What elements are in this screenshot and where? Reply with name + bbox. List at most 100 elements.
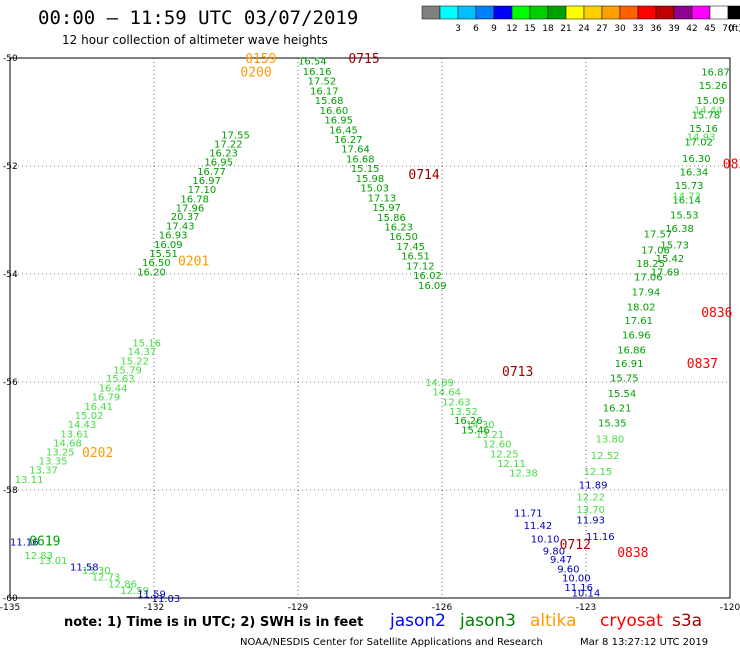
legend-swatch: [421, 5, 441, 20]
wave-height-value: 17.64: [341, 145, 370, 156]
pass-time-label: 0836: [723, 157, 740, 172]
credit-line: NOAA/NESDIS Center for Satellite Applica…: [240, 637, 543, 648]
wave-height-value: 13.61: [60, 429, 89, 440]
wave-height-value: 16.02: [413, 271, 442, 282]
wave-height-value: 15.53: [670, 211, 699, 222]
wave-height-value: 12.52: [591, 451, 620, 462]
wave-height-value: 9.80: [543, 546, 565, 557]
wave-height-value: 16.93: [159, 231, 188, 242]
legend-label: 30: [614, 24, 626, 34]
pass-time-label: 0200: [240, 66, 271, 81]
legend-swatch: [475, 5, 495, 20]
legend-swatch: [691, 5, 711, 20]
wave-height-value: 14.93: [687, 132, 716, 143]
wave-height-value: 17.52: [308, 77, 337, 88]
wave-height-value: 15.09: [696, 96, 725, 107]
wave-height-value: 15.46: [461, 426, 490, 437]
longitude-label: -135: [0, 603, 20, 613]
wave-height-value: 16.50: [142, 258, 171, 269]
wave-height-value: 17.57: [644, 230, 673, 241]
legend-swatch: [439, 5, 459, 20]
wave-height-value: 15.42: [656, 254, 685, 265]
latitude-label: -58: [3, 486, 18, 496]
wave-height-value: 14.89: [425, 378, 454, 389]
legend-swatch: [583, 5, 603, 20]
wave-height-value: 12.59: [120, 586, 149, 597]
wave-height-value: 10.00: [562, 573, 591, 584]
wave-height-value: 16.91: [615, 359, 644, 370]
wave-height-value: 12.11: [497, 459, 526, 470]
pass-time-label: 0837: [687, 357, 718, 372]
wave-height-value: 16.77: [197, 167, 226, 178]
legend-label: 36: [650, 24, 662, 34]
wave-height-value: 16.50: [389, 232, 418, 243]
legend-swatch: [727, 5, 740, 20]
wave-height-value: 17.45: [396, 242, 425, 253]
wave-height-value: 17.55: [221, 131, 250, 142]
wave-height-value: 16.95: [204, 158, 233, 169]
legend-label: 70: [722, 24, 734, 34]
wave-height-value: 18.02: [627, 302, 656, 313]
wave-height-value: 16.51: [401, 252, 430, 263]
wave-height-value: 15.03: [360, 184, 389, 195]
legend-label: 6: [473, 24, 479, 34]
wave-height-value: 15.78: [692, 111, 721, 122]
wave-height-value: 12.25: [490, 449, 519, 460]
wave-height-value: 11.16: [586, 532, 615, 543]
wave-height-value: 16.17: [310, 86, 339, 97]
grid-lines: [9, 57, 731, 599]
wave-height-value: 14.44: [694, 105, 723, 116]
wave-height-value: 15.16: [689, 124, 718, 135]
wave-height-value: 12.86: [108, 579, 137, 590]
wave-height-value: 15.51: [149, 249, 178, 260]
pass-time-label: 0712: [560, 538, 591, 553]
legend-swatch: [511, 5, 531, 20]
legend-label: 21: [560, 24, 571, 34]
wave-height-value: 17.43: [166, 221, 195, 232]
wave-height-value: 13.37: [29, 465, 58, 476]
wave-height-value: 16.09: [154, 240, 183, 251]
wave-height-value: 16.16: [303, 67, 332, 78]
legend-swatch: [601, 5, 621, 20]
satellite-s3a: s3a: [672, 611, 702, 631]
wave-height-value: 16.14: [672, 195, 701, 206]
wave-height-value: 17.94: [632, 287, 661, 298]
legend-label: 39: [668, 24, 680, 34]
wave-height-value: 14.43: [68, 420, 97, 431]
legend-swatch: [709, 5, 729, 20]
wave-height-value: 16.86: [617, 346, 646, 357]
wave-height-value: 11.93: [576, 516, 605, 527]
wave-height-value: 11.16: [564, 583, 593, 594]
wave-height-value: 16.09: [418, 281, 447, 292]
wave-height-value: 11.58: [70, 563, 99, 574]
legend-label: 15: [524, 24, 535, 34]
wave-height-value: 17.96: [176, 204, 205, 215]
longitude-label: -132: [144, 603, 164, 613]
wave-height-value: 20.37: [171, 212, 200, 223]
wave-height-value: 15.22: [120, 356, 149, 367]
wave-height-value: 14.30: [466, 420, 495, 431]
legend-swatch: [619, 5, 639, 20]
wave-height-value: 16.34: [680, 167, 709, 178]
wave-height-value: 14.64: [432, 388, 461, 399]
wave-height-value: 16.78: [180, 194, 209, 205]
satellite-jason2: jason2: [389, 611, 446, 631]
wave-height-value: 9.47: [550, 555, 572, 566]
latitude-label: -52: [3, 162, 18, 172]
legend-swatch: [457, 5, 477, 20]
wave-height-value: 10.10: [531, 535, 560, 546]
latitude-label: -54: [3, 270, 18, 280]
wave-height-value: 16.21: [603, 403, 632, 414]
wave-height-value: 11.16: [10, 537, 39, 548]
legend-label: 9: [491, 24, 497, 34]
wave-height-value: 16.26: [454, 416, 483, 427]
wave-height-value: 11.42: [524, 521, 553, 532]
satellite-altika: altika: [530, 611, 577, 631]
wave-height-value: 13.25: [46, 448, 75, 459]
wave-height-value: 15.73: [660, 240, 689, 251]
wave-height-value: 13.80: [596, 435, 625, 446]
wave-height-value: 17.22: [214, 139, 243, 150]
wave-height-value: 16.54: [298, 57, 327, 68]
